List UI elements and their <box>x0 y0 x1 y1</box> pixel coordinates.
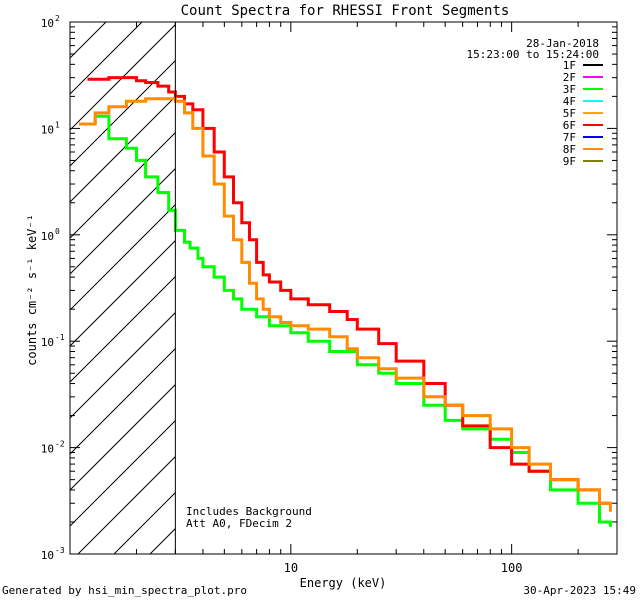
y-tick-label: 10 <box>41 17 54 30</box>
hatch-line <box>69 240 176 347</box>
hatch-line <box>69 21 143 95</box>
annotation-background: Includes Background <box>186 505 312 518</box>
y-axis-label: counts cm⁻² s⁻¹ keV⁻¹ <box>25 214 39 366</box>
footer-generated-by: Generated by hsi_min_spectra_plot.pro <box>2 584 247 597</box>
series-3F-line <box>79 114 612 527</box>
hatch-line <box>69 420 176 527</box>
y-tick-exponent: 0 <box>55 227 60 236</box>
chart-title: Count Spectra for RHESSI Front Segments <box>181 3 510 19</box>
y-tick-label: 10 <box>41 230 54 243</box>
legend-label-7F: 7F <box>563 131 576 144</box>
x-tick-label: 100 <box>501 561 523 575</box>
y-tick-label: 10 <box>41 549 54 562</box>
legend-label-2F: 2F <box>563 71 576 84</box>
y-tick-label: 10 <box>41 123 54 136</box>
y-tick-exponent: -2 <box>55 440 65 449</box>
series-8F-line <box>79 97 612 512</box>
hatch-line <box>69 276 176 383</box>
y-tick-exponent: -1 <box>55 333 65 342</box>
excluded-energy-hatch <box>69 21 176 555</box>
series-6F-line <box>87 76 611 505</box>
legend-label-8F: 8F <box>563 143 576 156</box>
hatch-line <box>69 204 176 311</box>
hatch-line <box>69 312 176 419</box>
annotation-attenuator: Att A0, FDecim 2 <box>186 517 292 530</box>
hatch-line <box>69 132 176 239</box>
y-tick-exponent: -3 <box>55 546 65 555</box>
hatch-line <box>69 168 176 275</box>
footer-timestamp: 30-Apr-2023 15:49 <box>523 584 636 597</box>
hatch-line <box>69 60 176 167</box>
legend-label-4F: 4F <box>563 95 576 108</box>
y-tick-label: 10 <box>41 336 54 349</box>
legend-label-6F: 6F <box>563 119 576 132</box>
x-axis-label: Energy (keV) <box>300 576 387 590</box>
legend-label-9F: 9F <box>563 155 576 168</box>
legend-label-5F: 5F <box>563 107 576 120</box>
hatch-line <box>69 348 176 455</box>
observation-time-range: 15:23:00 to 15:24:00 <box>467 48 599 61</box>
legend-label-3F: 3F <box>563 83 576 96</box>
y-tick-exponent: 2 <box>55 14 60 23</box>
x-tick-label: 10 <box>284 561 298 575</box>
hatch-line <box>69 96 176 203</box>
y-tick-label: 10 <box>41 443 54 456</box>
hatch-line <box>69 21 107 59</box>
legend-label-1F: 1F <box>563 59 576 72</box>
hatch-line <box>149 528 176 555</box>
hatch-line <box>113 492 176 555</box>
observation-date: 28-Jan-2018 <box>526 37 599 50</box>
plot-frame <box>69 21 618 555</box>
hatch-line <box>77 456 176 555</box>
y-tick-exponent: 1 <box>55 120 60 129</box>
hatch-line <box>69 384 176 491</box>
